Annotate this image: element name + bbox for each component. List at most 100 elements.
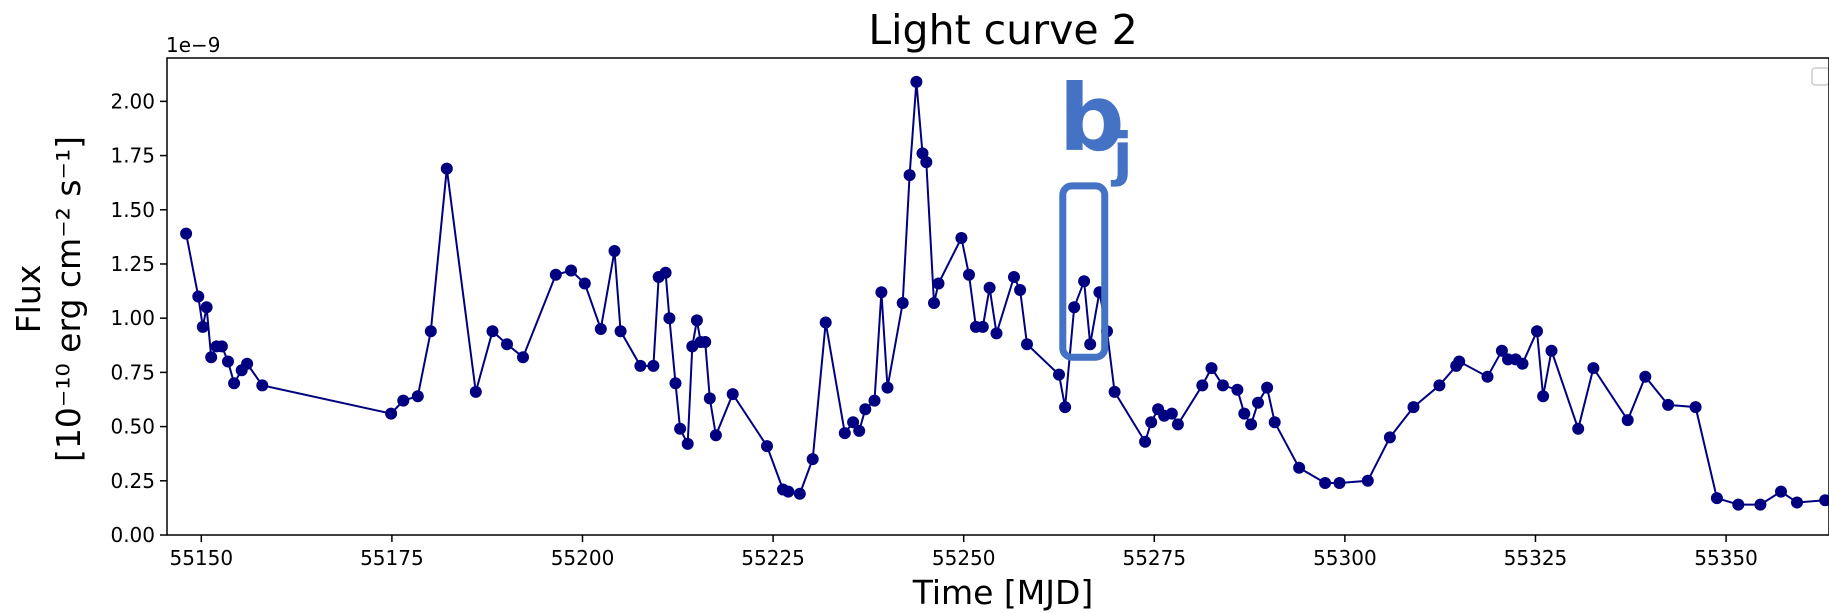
series-line <box>185 81 1826 506</box>
data-point <box>1587 362 1600 375</box>
y-tick-label: 0.00 <box>110 523 155 547</box>
data-point <box>549 268 562 281</box>
x-tick-label: 55175 <box>360 546 424 570</box>
data-point <box>411 390 424 403</box>
x-tick-label: 55350 <box>1694 546 1758 570</box>
series-points <box>180 75 1829 511</box>
data-point <box>1252 396 1264 409</box>
data-point <box>819 316 832 329</box>
data-point <box>1008 271 1020 283</box>
data-point <box>726 388 739 401</box>
y-tick-label: 0.75 <box>110 360 155 384</box>
y-tick-label: 0.25 <box>110 469 155 493</box>
data-point <box>469 385 482 398</box>
data-point <box>397 394 410 407</box>
data-point <box>1433 379 1446 392</box>
annotation-bj: b j <box>1059 65 1133 361</box>
data-point <box>1261 381 1274 394</box>
data-point <box>1775 485 1787 498</box>
x-tick-label: 55250 <box>932 546 996 570</box>
data-point <box>1407 401 1420 414</box>
data-point <box>1819 494 1829 507</box>
data-point <box>1537 390 1550 403</box>
data-point <box>1068 301 1081 314</box>
data-point <box>1531 325 1543 338</box>
data-point <box>1621 414 1634 427</box>
data-point <box>1732 498 1745 511</box>
data-point <box>1791 496 1803 509</box>
data-point <box>1078 275 1091 288</box>
data-point <box>1171 418 1184 431</box>
data-point <box>1383 431 1396 444</box>
data-point <box>875 286 888 299</box>
y-axis-ticks: 0.00 0.25 0.50 0.75 1.00 1.25 1.50 1.75 2.00 <box>110 89 167 547</box>
data-point <box>565 264 578 277</box>
data-point <box>659 266 672 279</box>
data-point <box>1238 407 1251 420</box>
data-point <box>1216 379 1229 392</box>
data-point <box>910 75 923 88</box>
y-tick-label: 1.00 <box>110 306 155 330</box>
y-tick-label: 1.25 <box>110 252 155 276</box>
data-point <box>709 429 722 442</box>
data-point <box>761 440 773 453</box>
data-point <box>903 169 916 182</box>
data-point <box>1293 461 1306 474</box>
data-point <box>594 323 607 335</box>
data-point <box>690 314 703 327</box>
data-point <box>1014 284 1027 296</box>
data-point <box>806 453 819 466</box>
data-point <box>200 301 213 314</box>
y-tick-label: 0.50 <box>110 415 155 439</box>
annotation-letter: b <box>1059 65 1125 172</box>
data-point <box>1754 498 1767 511</box>
data-point <box>614 325 627 338</box>
data-point <box>1165 407 1178 420</box>
data-point <box>486 325 499 338</box>
data-point <box>674 422 687 435</box>
data-point <box>1545 344 1558 357</box>
data-point <box>647 359 660 372</box>
data-point <box>920 156 933 169</box>
data-point <box>793 487 806 500</box>
data-point <box>241 357 254 370</box>
data-point <box>205 351 218 364</box>
data-point <box>180 227 193 240</box>
data-point <box>1196 379 1209 392</box>
data-point <box>501 338 513 351</box>
data-point <box>928 297 940 309</box>
data-point <box>1361 474 1374 487</box>
data-point <box>578 277 591 290</box>
data-point <box>1268 416 1281 429</box>
data-point <box>1333 477 1346 489</box>
data-point <box>1689 401 1702 414</box>
data-point <box>881 381 894 394</box>
y-tick-label: 1.50 <box>110 198 155 222</box>
data-point <box>896 297 909 309</box>
data-point <box>1084 338 1097 351</box>
data-point <box>517 351 529 364</box>
data-point <box>663 312 676 325</box>
data-point <box>868 394 881 407</box>
data-point <box>955 232 968 244</box>
data-point <box>385 407 398 420</box>
data-point <box>838 427 851 440</box>
data-point <box>1053 368 1065 381</box>
data-point <box>215 340 228 353</box>
x-axis-ticks: 55150 55175 55200 55225 55250 55275 55300 55325… <box>169 535 1758 570</box>
data-point <box>256 379 269 392</box>
data-point <box>1059 401 1072 414</box>
data-point <box>1572 422 1585 435</box>
chart-title: Light curve 2 <box>868 6 1137 54</box>
data-point <box>228 377 241 390</box>
data-point <box>192 290 205 303</box>
data-point <box>782 485 795 498</box>
plot-frame <box>166 57 1829 536</box>
x-tick-label: 55150 <box>169 546 233 570</box>
data-point <box>634 359 647 372</box>
data-point <box>1662 398 1675 411</box>
data-point <box>424 325 437 338</box>
data-point <box>1231 383 1244 396</box>
data-point <box>990 327 1003 340</box>
